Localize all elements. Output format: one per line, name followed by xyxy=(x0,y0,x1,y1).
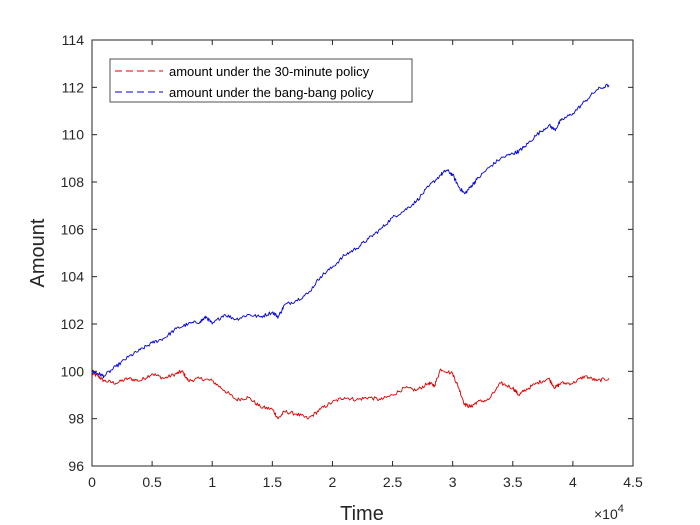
tick-labels: 0 0.5 1 1.5 2 2.5 3 3.5 4 4.5 96 98 100 102 104 106 108 1… xyxy=(61,32,643,490)
x-tick-label: 4.5 xyxy=(623,474,643,490)
y-tick-label: 112 xyxy=(62,79,85,95)
x-exponent-label: ×104 xyxy=(594,503,624,522)
axes-frame xyxy=(91,39,634,467)
x-tick-label: 3 xyxy=(449,474,457,490)
x-exponent-base: ×10 xyxy=(594,506,618,522)
series-line-30-minute xyxy=(91,368,610,420)
x-tick-label: 0 xyxy=(88,474,96,490)
y-tick-label: 106 xyxy=(61,221,85,237)
y-tick-label: 104 xyxy=(61,269,85,285)
y-tick-label: 102 xyxy=(61,316,85,332)
y-tick-label: 114 xyxy=(62,32,85,48)
plot-area xyxy=(92,40,633,466)
y-axis-title: Amount xyxy=(27,218,49,287)
x-tick-label: 4 xyxy=(569,474,577,490)
legend-label-bang-bang: amount under the bang-bang policy xyxy=(169,85,374,100)
x-tick-label: 0.5 xyxy=(142,474,162,490)
x-tick-label: 3.5 xyxy=(503,474,523,490)
x-tick-label: 1.5 xyxy=(263,474,283,490)
ticks-layer xyxy=(91,39,634,467)
legend-box xyxy=(109,58,413,103)
y-tick-label: 110 xyxy=(62,127,85,143)
series-layer xyxy=(91,83,610,420)
x-exponent-power: 4 xyxy=(618,503,624,515)
legend-label-30-minute: amount under the 30-minute policy xyxy=(169,64,370,79)
legend: amount under the 30-minute policy amount… xyxy=(109,58,413,103)
y-tick-label: 96 xyxy=(68,458,84,474)
x-axis-title: Time xyxy=(340,503,384,525)
x-tick-label: 1 xyxy=(208,474,216,490)
x-tick-label: 2.5 xyxy=(383,474,403,490)
series-line-bang-bang xyxy=(91,83,610,379)
y-tick-label: 100 xyxy=(61,363,85,379)
y-tick-label: 98 xyxy=(68,411,84,427)
x-tick-label: 2 xyxy=(329,474,337,490)
y-tick-label: 108 xyxy=(61,174,85,190)
